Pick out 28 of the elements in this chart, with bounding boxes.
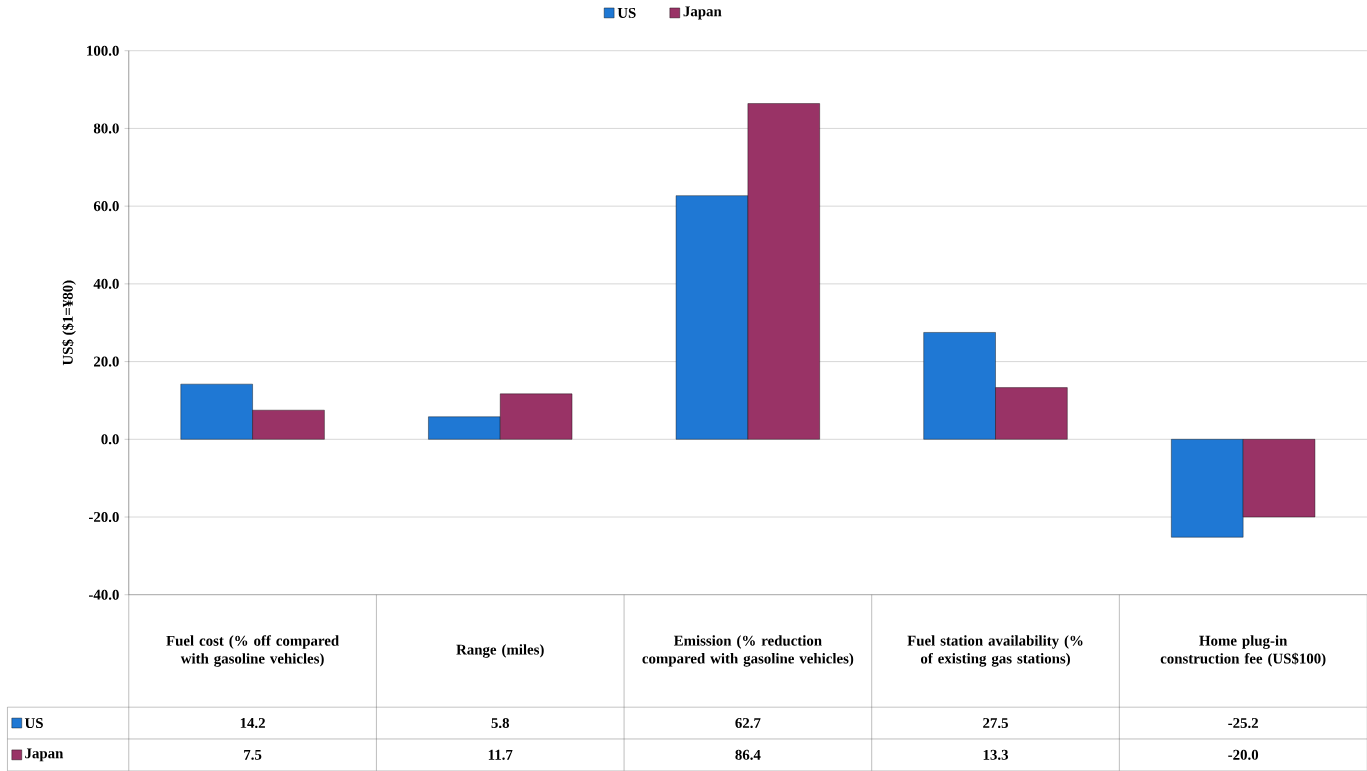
text: Japan <box>25 748 64 762</box>
y-tick-label: 40.0 <box>93 278 119 290</box>
data-label: 7.5 <box>244 750 262 760</box>
data-label: 11.7 <box>488 749 513 760</box>
data-label: -20.0 <box>1228 749 1259 761</box>
y-tick-label: -20.0 <box>88 512 119 523</box>
legend-label: US <box>617 8 636 19</box>
y-tick-label: 100.0 <box>87 45 119 56</box>
x-tick-label: Emission (% reduction compared with gasoline vehicles) <box>642 635 854 667</box>
x-tick-label: Fuel station availability (% of existing gas stations) <box>907 635 1083 667</box>
data-label: -25.2 <box>1228 718 1259 729</box>
y-axis-title: US$ ($1=¥80) <box>61 280 76 366</box>
x-tick-label: Home plug-in construction fee (US$100) <box>1160 635 1326 667</box>
y-tick-label: 80.0 <box>93 123 119 134</box>
y-tick-label: 20.0 <box>94 356 119 367</box>
text: US <box>24 718 43 729</box>
data-label: 62.7 <box>735 718 761 729</box>
data-label: 14.2 <box>240 718 265 729</box>
data-label: 5.8 <box>491 718 510 729</box>
y-tick-label: 0.0 <box>101 434 119 445</box>
y-tick-label: -40.0 <box>88 589 119 600</box>
x-tick-label: Fuel cost (% off compared with gasoline vehicles) <box>166 635 339 667</box>
data-label: 86.4 <box>735 749 761 761</box>
x-tick-label: Range (miles) <box>456 644 544 658</box>
data-label: 13.3 <box>983 749 1009 761</box>
y-tick-label: 60.0 <box>93 201 119 212</box>
legend-label: Japan <box>683 6 722 20</box>
data-label: 27.5 <box>983 718 1008 729</box>
